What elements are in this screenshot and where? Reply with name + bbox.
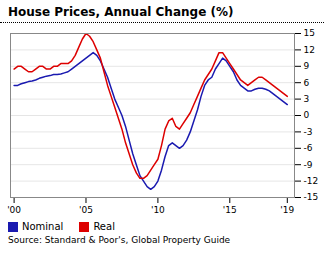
svg-text:-9: -9 <box>304 160 313 170</box>
svg-text:6: 6 <box>304 78 310 88</box>
html-text:Real: Real <box>93 221 115 232</box>
svg-text:3: 3 <box>304 94 310 104</box>
html-text:Source: Standard & Poor's, Glo: Source: Standard & Poor's, Global Proper… <box>8 235 231 245</box>
svg-text:-12: -12 <box>304 176 319 186</box>
svg-text:'19: '19 <box>280 205 294 215</box>
html-text:House Prices, Annual Change (%: House Prices, Annual Change (%) <box>8 5 234 19</box>
html-text:Nominal: Nominal <box>22 221 64 232</box>
svg-text:'00: '00 <box>7 205 21 215</box>
svg-text:0: 0 <box>304 110 310 120</box>
svg-text:12: 12 <box>304 45 315 55</box>
svg-text:15: 15 <box>304 28 315 38</box>
svg-text:-6: -6 <box>304 143 313 153</box>
svg-text:'15: '15 <box>223 205 237 215</box>
svg-text:9: 9 <box>304 61 310 71</box>
svg-text:-3: -3 <box>304 127 313 137</box>
svg-text:-15: -15 <box>304 192 319 202</box>
svg-text:'05: '05 <box>79 205 93 215</box>
svg-text:'10: '10 <box>151 205 165 215</box>
